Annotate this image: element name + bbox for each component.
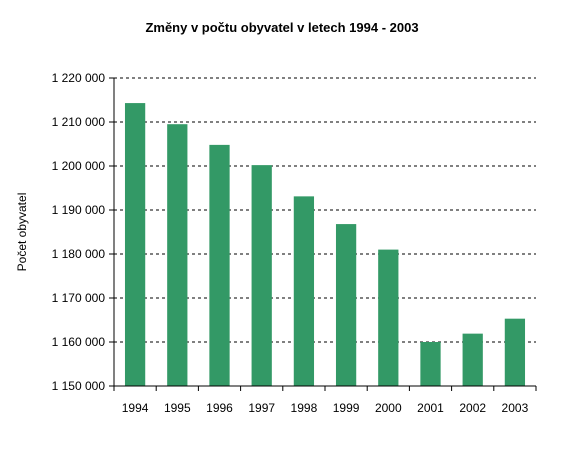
bar-1998	[293, 196, 315, 386]
x-tick-label: 1997	[248, 401, 275, 415]
y-tick-label: 1 210 000	[52, 115, 106, 129]
bar-2001	[420, 342, 441, 386]
bar-1997	[251, 165, 272, 386]
y-axis-ticks: 1 150 000 1 160 000 1 170 000 1 180 000 1 19…	[52, 71, 114, 393]
bars	[124, 103, 526, 386]
bar-2000	[378, 249, 399, 386]
y-tick-label: 1 160 000	[52, 335, 106, 349]
bar-1995	[167, 124, 188, 386]
gridlines	[114, 77, 536, 343]
x-tick-label: 1994	[122, 401, 149, 415]
y-tick-label: 1 200 000	[52, 159, 106, 173]
y-tick-label: 1 190 000	[52, 203, 106, 217]
bar-1994	[124, 103, 146, 386]
y-tick-label: 1 150 000	[52, 379, 106, 393]
y-tick-label: 1 170 000	[52, 291, 106, 305]
x-tick-label: 2002	[459, 401, 486, 415]
bar-2003	[504, 318, 526, 386]
x-tick-label: 2001	[417, 401, 444, 415]
x-tick-label: 1998	[291, 401, 318, 415]
x-tick-label: 2000	[375, 401, 402, 415]
x-tick-label: 2003	[502, 401, 529, 415]
bar-2002	[462, 333, 483, 386]
chart-title: Změny v počtu obyvatel v letech 1994 - 2…	[145, 20, 418, 35]
y-tick-label: 1 180 000	[52, 247, 106, 261]
x-axis-ticks: 1994 1995 1996 1997 1998 1999 2000 2001 2002 2003	[113, 386, 537, 415]
y-tick-label: 1 220 000	[52, 71, 106, 85]
x-tick-label: 1995	[164, 401, 191, 415]
bar-1996	[209, 144, 230, 386]
x-tick-label: 1999	[333, 401, 360, 415]
y-axis-label: Počet obyvatel	[15, 193, 29, 272]
x-tick-label: 1996	[206, 401, 233, 415]
bar-1999	[335, 224, 357, 386]
